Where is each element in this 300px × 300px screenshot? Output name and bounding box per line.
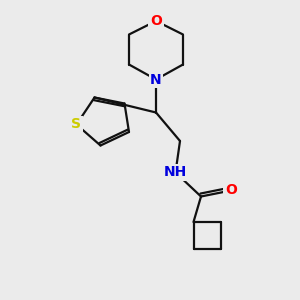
Text: NH: NH bbox=[164, 166, 187, 179]
Text: O: O bbox=[150, 14, 162, 28]
Text: S: S bbox=[71, 118, 82, 131]
Text: N: N bbox=[150, 73, 162, 86]
Text: O: O bbox=[225, 184, 237, 197]
